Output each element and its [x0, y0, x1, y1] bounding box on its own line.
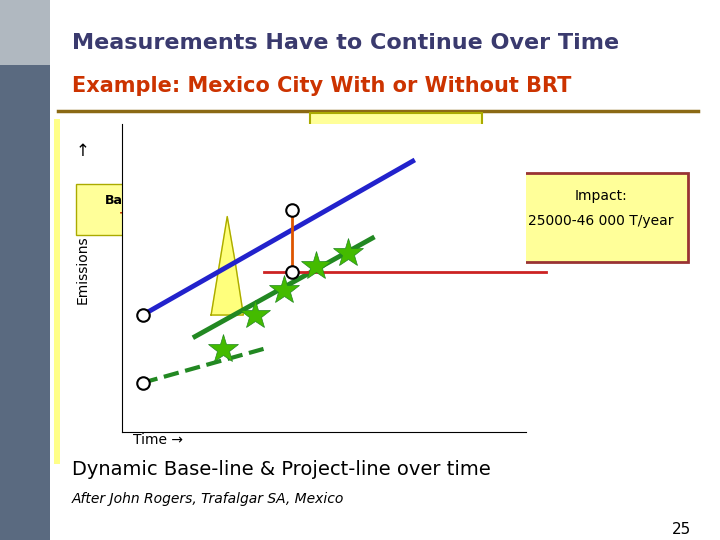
- Text: Dynamic Base-line & Project-line over time: Dynamic Base-line & Project-line over ti…: [72, 460, 491, 480]
- Text: Emissions: Emissions: [76, 235, 90, 305]
- Text: Time →: Time →: [133, 433, 183, 447]
- Text: (the contra-factual  “without project” case): (the contra-factual “without project” ca…: [269, 153, 523, 166]
- Text: Impact:: Impact:: [575, 189, 628, 203]
- Text: Measurements Have to Continue Over Time: Measurements Have to Continue Over Time: [72, 33, 619, 53]
- Text: Today: Today: [120, 211, 161, 224]
- Text: Base-case: Base-case: [105, 194, 176, 207]
- FancyBboxPatch shape: [0, 0, 50, 65]
- Text: (the factual  “with project” case): (the factual “with project” case): [229, 387, 412, 396]
- FancyBboxPatch shape: [0, 0, 50, 540]
- Text: Example: Mexico City With or Without BRT: Example: Mexico City With or Without BRT: [72, 76, 572, 97]
- Text: 25: 25: [672, 522, 691, 537]
- FancyBboxPatch shape: [515, 173, 688, 262]
- Text: 25000-46 000 T/year: 25000-46 000 T/year: [528, 214, 674, 228]
- FancyBboxPatch shape: [50, 0, 720, 540]
- FancyBboxPatch shape: [310, 113, 482, 154]
- Text: Baseline: Baseline: [363, 126, 429, 140]
- Text: Project line: Project line: [281, 367, 360, 380]
- FancyBboxPatch shape: [76, 184, 205, 235]
- Text: After John Rogers, Trafalgar SA, Mexico: After John Rogers, Trafalgar SA, Mexico: [72, 492, 344, 507]
- Text: ↑: ↑: [76, 142, 90, 160]
- Polygon shape: [211, 217, 243, 315]
- FancyBboxPatch shape: [205, 356, 436, 408]
- FancyBboxPatch shape: [54, 119, 60, 464]
